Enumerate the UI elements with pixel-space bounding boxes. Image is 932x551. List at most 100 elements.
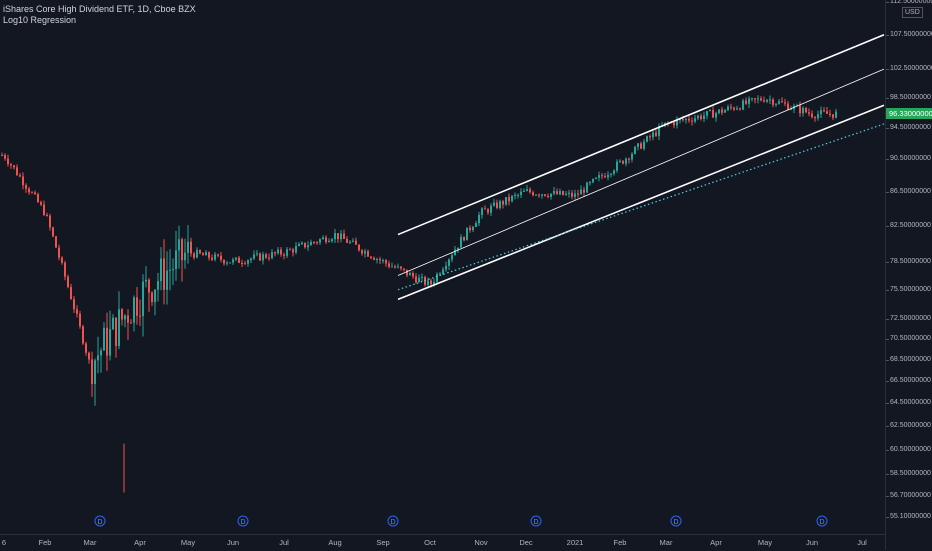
currency-label[interactable]: USD xyxy=(902,7,923,18)
candle-body xyxy=(121,309,123,320)
candle-body xyxy=(616,161,618,171)
time-tick-label: Jul xyxy=(279,538,289,547)
candle-body xyxy=(412,273,414,277)
candle-body xyxy=(637,143,639,147)
candle-body xyxy=(262,254,264,261)
candle-body xyxy=(31,192,33,194)
candle-body xyxy=(403,268,405,270)
price-tick-mark xyxy=(886,34,889,36)
price-tick-label: 86.50000000 xyxy=(890,187,931,195)
candle-body xyxy=(451,255,453,260)
price-tick-label: 62.50000000 xyxy=(890,422,931,430)
candle-body xyxy=(790,108,792,110)
candle-body xyxy=(244,263,246,265)
candle-body xyxy=(814,117,816,119)
candle-body xyxy=(415,276,417,283)
indicator-label[interactable]: Log10 Regression xyxy=(3,15,77,25)
time-tick-label: Oct xyxy=(424,538,436,547)
candle-body xyxy=(337,233,339,240)
candle-body xyxy=(463,237,465,241)
candle-body xyxy=(727,106,729,111)
candle-body xyxy=(577,193,579,195)
candle-body xyxy=(196,250,198,258)
price-axis[interactable]: USD 112.50000000 107.50000000 102.50000000… xyxy=(885,0,932,550)
candle-body xyxy=(4,155,6,159)
price-tick-mark xyxy=(886,339,889,341)
candle-body xyxy=(733,107,735,110)
candle-body xyxy=(604,176,606,178)
candle-body xyxy=(643,141,645,149)
time-tick-label: Apr xyxy=(134,538,146,547)
price-tick-label: 70.50000000 xyxy=(890,335,931,343)
candle-body xyxy=(700,115,702,119)
candle-body xyxy=(679,119,681,121)
candle-body xyxy=(250,258,252,261)
candle-body xyxy=(559,190,561,195)
symbol-title[interactable]: iShares Core High Dividend ETF, 1D, Cboe… xyxy=(3,4,196,14)
price-tick-label: 82.50000000 xyxy=(890,221,931,229)
candle-body xyxy=(397,266,399,268)
candle-body xyxy=(217,254,219,256)
candle-body xyxy=(493,202,495,206)
candle-body xyxy=(676,119,678,126)
candle-body xyxy=(634,146,636,154)
candle-body xyxy=(478,214,480,224)
candle-body xyxy=(277,249,279,254)
candle-body xyxy=(178,239,180,251)
candle-body xyxy=(574,193,576,197)
candle-body xyxy=(241,262,243,264)
time-tick-label: 6 xyxy=(1,538,7,547)
dividend-marker-label: D xyxy=(533,519,538,526)
candle-body xyxy=(49,215,51,228)
price-tick-label: 78.50000000 xyxy=(890,257,931,265)
candle-body xyxy=(361,250,363,254)
candle-body xyxy=(544,194,546,197)
candle-body xyxy=(592,178,594,183)
time-axis[interactable]: 6 Feb Mar Apr May Jun Jul Aug Sep Oct Nov Dec 2021 Fe… xyxy=(0,534,885,551)
candle-body xyxy=(199,250,201,254)
candle-body xyxy=(496,202,498,208)
candle-body xyxy=(283,254,285,256)
price-tick-label: 68.50000000 xyxy=(890,355,931,363)
candle-body xyxy=(448,259,450,266)
price-tick-label: 60.50000000 xyxy=(890,445,931,453)
price-tick-label: 66.50000000 xyxy=(890,377,931,385)
price-tick-label: 90.50000000 xyxy=(890,154,931,162)
candle-body xyxy=(409,273,411,276)
candle-body xyxy=(811,113,813,118)
candle-body xyxy=(754,98,756,100)
candle-body xyxy=(829,113,831,115)
chart-legend: iShares Core High Dividend ETF, 1D, Cboe… xyxy=(3,4,196,26)
candle-body xyxy=(376,258,378,260)
candle-body xyxy=(343,233,345,239)
candle-body xyxy=(529,189,531,193)
candle-body xyxy=(673,122,675,126)
candle-body xyxy=(115,317,117,346)
candle-body xyxy=(106,327,108,356)
candle-body xyxy=(328,240,330,243)
candle-body xyxy=(286,249,288,256)
time-tick-label: Jun xyxy=(226,538,240,547)
dividend-marker-icon xyxy=(670,515,682,527)
candle-body xyxy=(547,196,549,198)
time-tick-label: May xyxy=(180,538,196,547)
candle-body xyxy=(124,315,126,320)
candle-body xyxy=(817,114,819,119)
candle-body xyxy=(691,120,693,122)
candle-body xyxy=(472,226,474,231)
time-tick-label: Feb xyxy=(38,538,52,547)
price-tick-mark xyxy=(886,158,889,160)
candle-body xyxy=(346,238,348,243)
price-tick-label: 102.50000000 xyxy=(890,65,932,73)
candle-body xyxy=(688,118,690,121)
time-tick-label: May xyxy=(757,538,773,547)
candle-body xyxy=(481,208,483,215)
candle-body xyxy=(775,103,777,105)
candle-body xyxy=(223,259,225,264)
candle-body xyxy=(364,251,366,254)
dividend-marker-label: D xyxy=(390,519,395,526)
time-tick-label: Jul xyxy=(857,538,867,547)
time-tick-label: Nov xyxy=(474,538,488,547)
